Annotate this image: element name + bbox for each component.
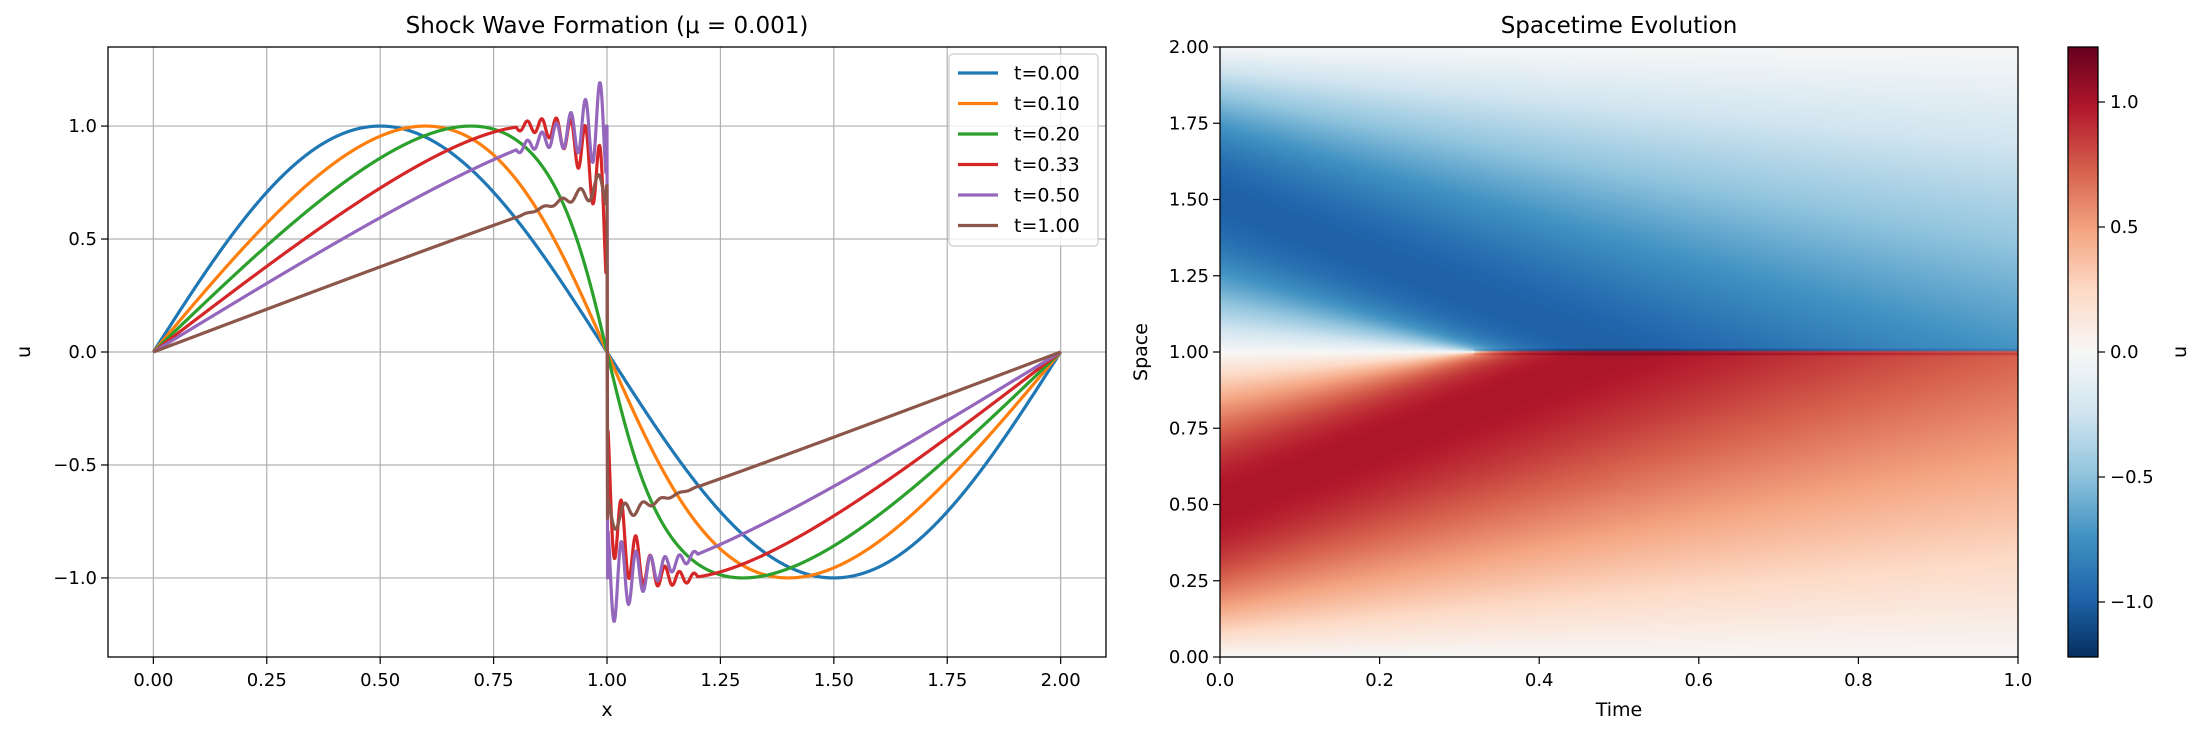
y-tick-label: 1.0 — [68, 116, 97, 137]
x-tick-label: 1.00 — [587, 670, 627, 691]
line-chart-xlabel: x — [601, 699, 612, 721]
heatmap-image — [1220, 47, 2018, 657]
y-tick-label: 2.00 — [1169, 37, 1209, 58]
x-tick-label: 0.75 — [474, 670, 514, 691]
y-tick-label: 0.0 — [68, 342, 97, 363]
colorbar-image — [2068, 47, 2098, 657]
heatmap-ticks: 0.0 0.2 0.4 0.6 0.8 1.0 0.00 0.25 0.50 0.75 1.00 1.… — [1169, 37, 2032, 691]
legend-label: t=0.33 — [1014, 154, 1080, 176]
x-tick-label: 0.2 — [1365, 670, 1394, 691]
legend-label: t=0.10 — [1014, 93, 1080, 115]
heatmap-xlabel: Time — [1595, 699, 1643, 721]
x-tick-label: 0.50 — [360, 670, 400, 691]
x-tick-label: 1.50 — [814, 670, 854, 691]
line-chart-panel: Shock Wave Formation (μ = 0.001) 0.00 0.2… — [13, 13, 1107, 721]
y-tick-label: 1.00 — [1169, 342, 1209, 363]
y-tick-label: 1.75 — [1169, 113, 1209, 134]
y-tick-label: −0.5 — [53, 455, 97, 476]
y-tick-label: 1.50 — [1169, 190, 1209, 211]
heatmap-title: Spacetime Evolution — [1501, 13, 1738, 39]
x-tick-label: 1.0 — [2004, 670, 2033, 691]
colorbar-label: u — [2169, 346, 2191, 358]
y-tick-label: 0.5 — [68, 229, 97, 250]
x-tick-label: 1.75 — [927, 670, 967, 691]
x-tick-label: 0.00 — [133, 670, 173, 691]
x-tick-label: 0.0 — [1206, 670, 1235, 691]
legend-label: t=0.20 — [1014, 124, 1080, 146]
x-tick-label: 0.8 — [1844, 670, 1873, 691]
heatmap-ylabel: Space — [1130, 323, 1152, 381]
line-chart-ticks: 0.00 0.25 0.50 0.75 1.00 1.25 1.50 1.75 2.00 −1.0… — [53, 116, 1080, 691]
x-tick-label: 2.00 — [1041, 670, 1081, 691]
line-chart-ylabel: u — [13, 346, 35, 358]
line-chart-title: Shock Wave Formation (μ = 0.001) — [406, 13, 809, 39]
series-line — [152, 173, 1062, 531]
y-tick-label: −1.0 — [53, 568, 97, 589]
x-tick-label: 0.25 — [247, 670, 287, 691]
x-tick-label: 0.6 — [1684, 670, 1713, 691]
x-tick-label: 0.4 — [1525, 670, 1554, 691]
colorbar-tick-label: −1.0 — [2110, 592, 2154, 613]
legend: t=0.00 t=0.10 t=0.20 t=0.33 t=0.50 t=1.00 — [948, 53, 1099, 247]
legend-label: t=0.00 — [1014, 63, 1080, 85]
colorbar-tick-label: −0.5 — [2110, 467, 2154, 488]
x-tick-label: 1.25 — [700, 670, 740, 691]
series-line — [152, 81, 1062, 623]
legend-label: t=0.50 — [1014, 185, 1080, 207]
colorbar-tick-label: 0.5 — [2110, 217, 2139, 238]
colorbar-tick-label: 1.0 — [2110, 92, 2139, 113]
y-tick-label: 0.25 — [1169, 571, 1209, 592]
y-tick-label: 0.75 — [1169, 418, 1209, 439]
y-tick-label: 1.25 — [1169, 266, 1209, 287]
y-tick-label: 0.50 — [1169, 495, 1209, 516]
heatmap-panel: Spacetime Evolution 0.0 0.2 0.4 0.6 0.8 1.00.… — [1130, 13, 2191, 721]
line-chart-series — [152, 81, 1062, 623]
y-tick-label: 0.00 — [1169, 647, 1209, 668]
colorbar-tick-label: 0.0 — [2110, 342, 2139, 363]
legend-label: t=1.00 — [1014, 215, 1080, 237]
colorbar-ticks: −1.0 −0.5 0.0 0.5 1.0 — [2098, 92, 2154, 613]
